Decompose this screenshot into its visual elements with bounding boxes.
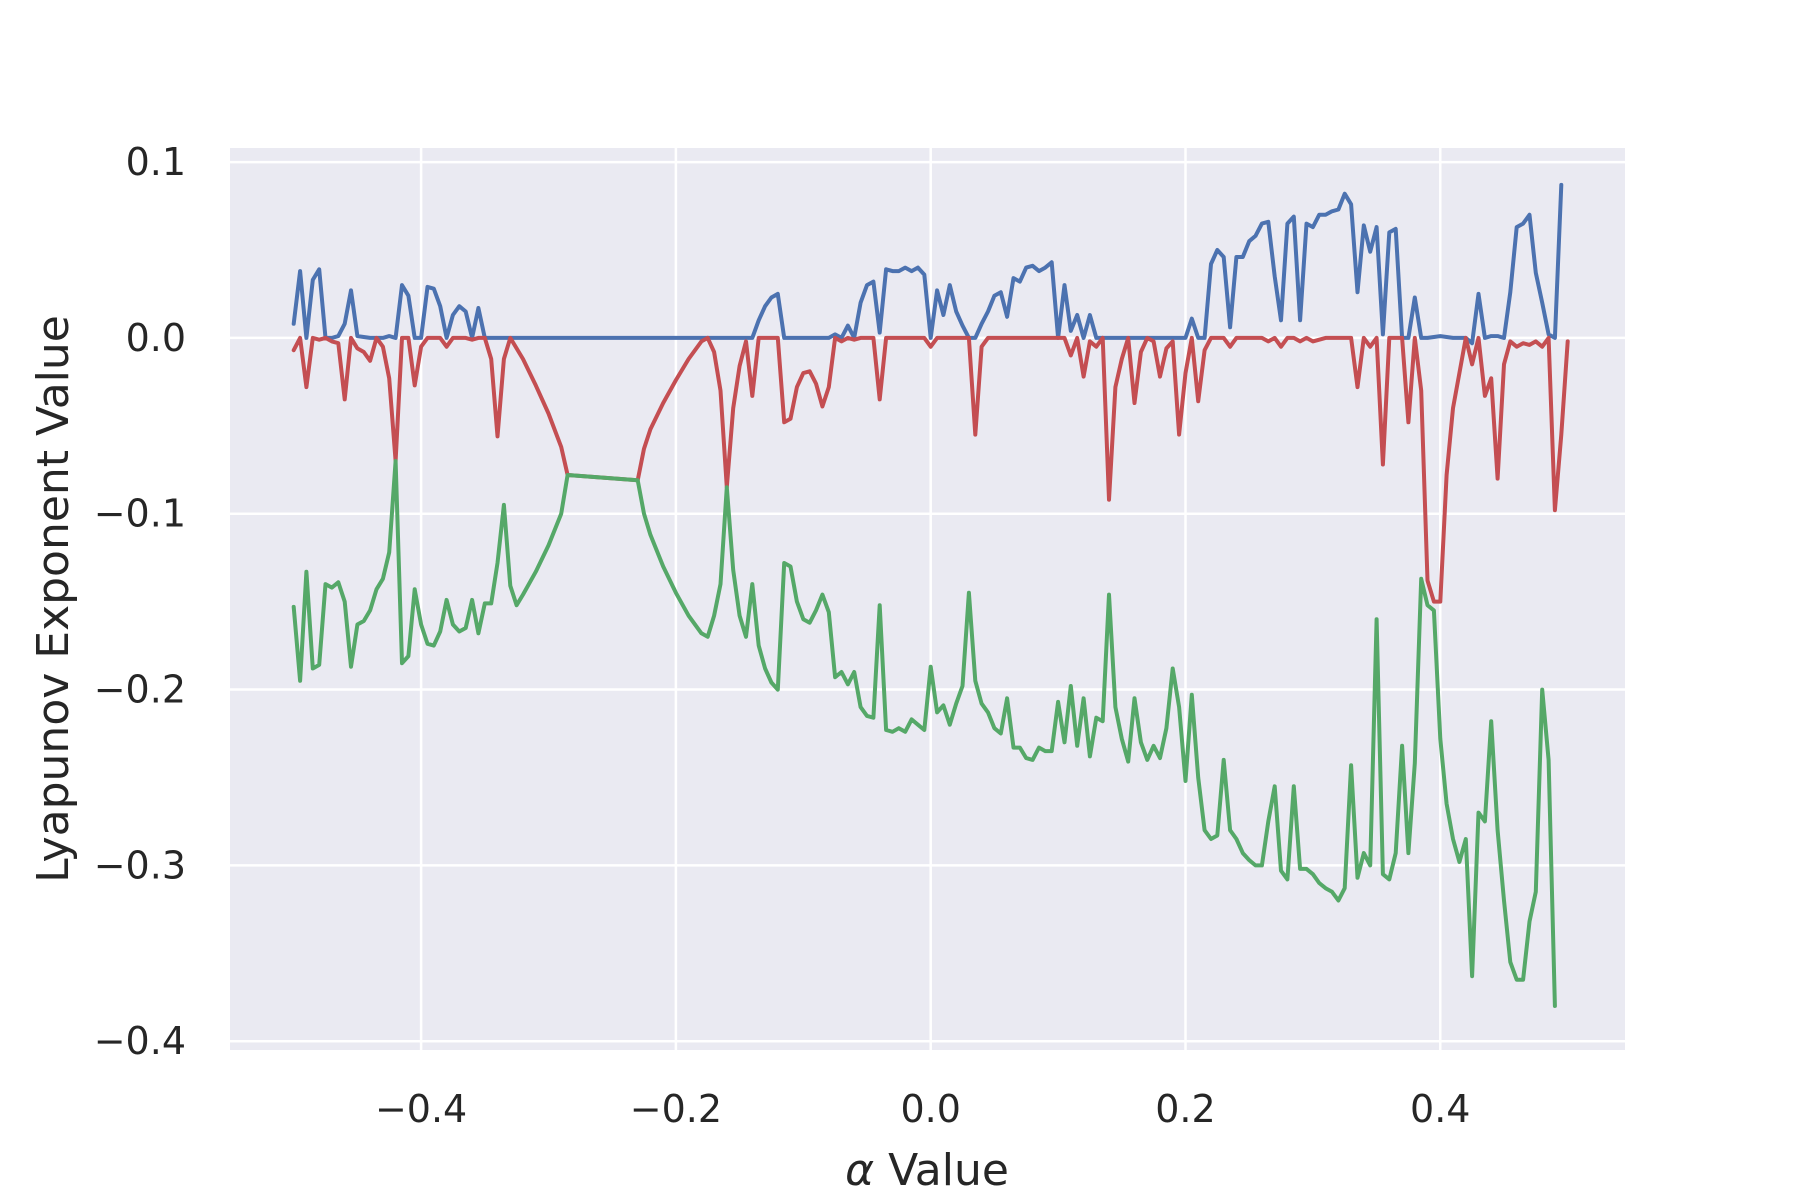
- y-tick-label: −0.2: [94, 668, 186, 712]
- x-axis-label-symbol: α: [845, 1145, 874, 1196]
- x-axis-label-text: Value: [874, 1145, 1009, 1196]
- y-axis-ticks: 0.1 0.0 −0.1 −0.2 −0.3 −0.4: [94, 140, 186, 1063]
- y-axis-label: Lyapunov Exponent Value: [28, 315, 79, 883]
- series-line-2: [291, 335, 1570, 604]
- y-tick-label: −0.3: [94, 843, 186, 887]
- series-line-3: [291, 459, 1557, 1008]
- series-layer: [291, 182, 1570, 1008]
- x-axis-ticks: −0.4 −0.2 0.0 0.2 0.4: [375, 1087, 1471, 1131]
- x-tick-label: 0.4: [1410, 1087, 1470, 1131]
- y-tick-label: 0.1: [126, 140, 186, 184]
- y-tick-label: −0.4: [94, 1019, 186, 1063]
- x-tick-label: −0.2: [630, 1087, 722, 1131]
- x-tick-label: 0.0: [900, 1087, 960, 1131]
- x-axis-label: α Value: [845, 1145, 1009, 1196]
- x-tick-label: 0.2: [1155, 1087, 1215, 1131]
- y-tick-label: −0.1: [94, 492, 186, 536]
- plot-area-background: [230, 148, 1625, 1050]
- y-tick-label: 0.0: [126, 316, 186, 360]
- x-tick-label: −0.4: [375, 1087, 467, 1131]
- series-line-1: [291, 182, 1564, 346]
